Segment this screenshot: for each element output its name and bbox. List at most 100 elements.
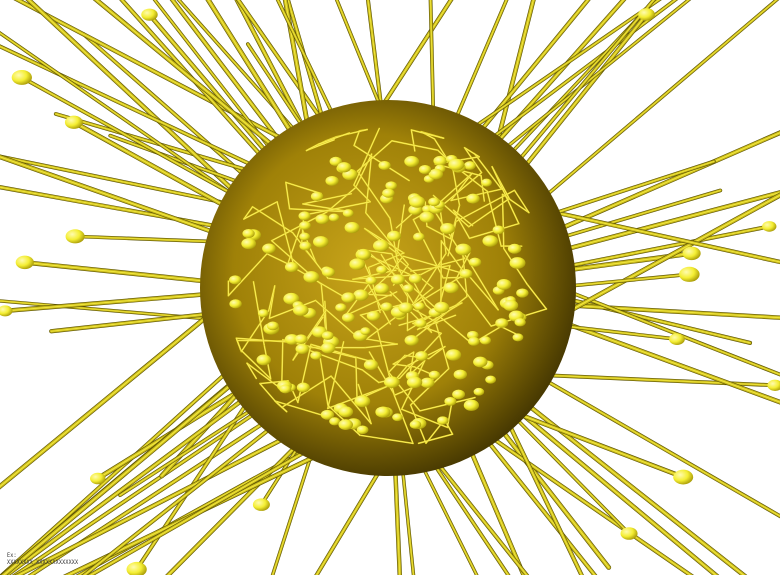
inner-chain-highlight [315,300,361,340]
strand-bead [356,425,369,435]
strand-bead [413,302,425,311]
inner-chain-highlight [359,434,414,444]
strand-bead [414,318,427,328]
strand-bead [390,274,405,285]
inner-chain-highlight [302,203,352,213]
strand-bead [479,336,491,345]
strand-bead [444,396,457,406]
strand-bead [335,303,347,312]
strand-bead [242,228,255,239]
strand-bead [679,266,700,282]
strand-bead [374,283,390,294]
strand-bead [448,158,465,171]
inner-chain-highlight [402,255,466,275]
inner-chain-highlight [285,182,290,210]
strand-bead [507,243,522,254]
strand-bead [283,292,300,305]
inner-chain-highlight [240,349,272,380]
inner-chain-highlight [352,269,397,280]
strand-bead [284,334,300,345]
strand-bead [229,299,242,309]
inner-chain-highlight [439,172,482,208]
strand-bead [313,236,329,248]
inner-chain-highlight [396,204,405,254]
strand-bead [299,221,311,230]
strand-bead [473,356,488,368]
strand-bead [354,395,371,408]
inner-chain-highlight [464,147,480,158]
strand-bead [310,191,324,201]
inner-chain-highlight [246,362,282,390]
outer-strand-highlight [533,194,780,331]
strand-bead [428,370,441,380]
inner-chain-highlight [274,400,327,417]
strand-bead [338,406,354,418]
strand-bead [464,161,476,170]
strand-bead [459,269,473,279]
inner-chain-highlight [353,130,360,146]
caption-line-1: Ex: [7,552,17,559]
strand-bead [299,232,311,241]
strand-bead [298,211,311,221]
inner-chain-highlight [355,153,372,188]
strand-bead [383,376,400,388]
inner-chain-highlight [401,408,448,428]
strand-bead [338,419,354,430]
inner-chain-highlight [259,383,277,403]
inner-chain-highlight [452,167,460,206]
caption-line-2: XXXXXXXX XXXXXXXXXXXXX [7,559,79,566]
inner-chain-highlight [455,190,515,222]
inner-chain-highlight [420,264,440,275]
inner-chain-highlight [413,219,444,279]
inner-chain-highlight [418,433,453,444]
strand-bead [434,301,450,314]
inner-chain-highlight [306,143,319,151]
strand-bead [492,225,505,235]
strand-bead [141,8,158,21]
strand-bead [380,302,393,312]
inner-chain-highlight [285,182,322,194]
inner-chain-highlight [292,317,324,361]
caption: Ex: XXXXXXXX XXXXXXXXXXXXX [7,552,78,566]
strand-bead [414,351,429,361]
inner-chain-highlight [327,341,344,409]
inner-chain-highlight [440,240,466,275]
strand-bead [342,209,354,218]
strand-bead [514,318,526,327]
strand-bead [294,334,308,344]
inner-chain-highlight [367,294,392,297]
strand-bead [428,197,440,207]
inner-chain-highlight [235,337,241,351]
inner-chain-highlight [276,201,295,268]
outer-strand-highlight [0,299,228,488]
strand-bead [376,265,388,274]
inner-chain-highlight [302,193,352,205]
inner-chain-highlight [357,170,391,219]
strand-bead [328,213,340,222]
strand-bead [360,327,371,335]
strand-bead [229,275,242,285]
strand-bead [284,262,299,273]
strand-bead [481,178,492,187]
strand-bead [485,375,497,384]
strand-bead [420,377,435,388]
strand-bead [341,312,355,323]
inner-chain-highlight [300,346,363,371]
outer-strand-highlight [0,155,246,208]
inner-chain-highlight [394,395,414,444]
strand-bead [638,8,655,21]
strand-bead [382,188,395,198]
strand-bead [466,193,480,204]
strand-bead [256,354,272,366]
inner-chain-highlight [297,344,312,403]
inner-chain-highlight [455,252,471,280]
strand-bead [516,288,529,298]
strand-bead [452,389,466,400]
inner-chain-highlight [526,283,547,310]
strand-bead [337,162,352,173]
strand-bead [299,241,312,251]
strand-bead [310,351,322,360]
strand-bead [315,213,330,225]
strand-bead [406,376,423,389]
strand-bead [402,284,414,293]
